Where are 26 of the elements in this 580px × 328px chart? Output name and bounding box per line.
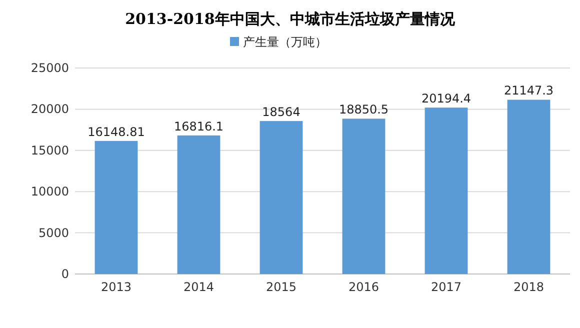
y-tick-label: 0	[61, 267, 69, 281]
bar	[177, 135, 220, 274]
chart-title: 2013-2018年中国大、中城市生活垃圾产量情况	[125, 10, 456, 28]
x-tick-label: 2015	[266, 280, 297, 294]
y-tick-label: 15000	[30, 143, 69, 158]
bar	[424, 108, 468, 274]
legend-label: 产生量（万吨）	[243, 35, 327, 49]
bar	[94, 140, 138, 274]
x-tick-label: 2014	[183, 280, 214, 294]
x-tick-label: 2013	[100, 280, 132, 294]
data-label: 16816.1	[174, 119, 224, 134]
x-tick-label: 2016	[348, 280, 380, 294]
data-label: 16148.81	[88, 124, 145, 139]
y-tick-label: 5000	[38, 226, 69, 240]
data-label: 18850.5	[338, 102, 389, 117]
y-tick-label: 10000	[30, 184, 69, 199]
bar	[507, 100, 550, 274]
y-tick-label: 25000	[30, 61, 69, 75]
bar	[260, 121, 303, 274]
x-tick-label: 2017	[430, 280, 462, 294]
bar	[342, 118, 386, 274]
x-tick-label: 2018	[513, 280, 544, 294]
y-tick-label: 20000	[30, 102, 69, 116]
data-label: 20194.4	[421, 92, 472, 106]
data-label: 21147.3	[504, 84, 554, 98]
data-label: 18564	[262, 105, 300, 120]
